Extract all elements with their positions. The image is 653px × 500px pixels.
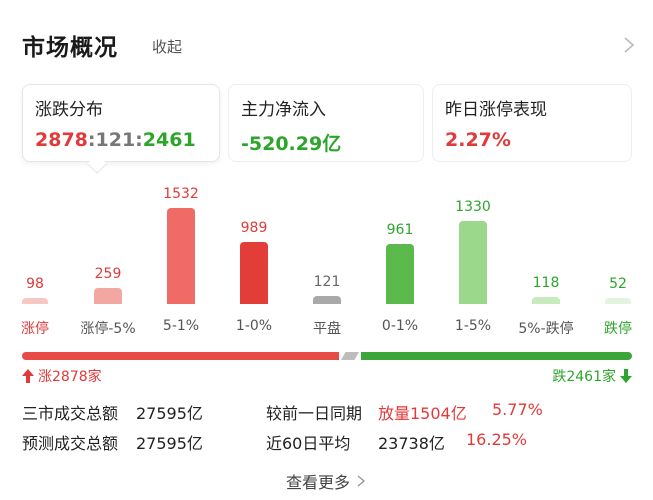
card-advance-decline[interactable]: 涨跌分布 2878:121:2461 [22,84,220,162]
stat-row: 预测成交总额 27595亿 近60日平均 23738亿 16.25% [22,430,642,453]
bar-category-label: 0-1% [381,318,419,334]
bar-category-label: 1-5% [454,318,492,334]
bar-category-label: 跌停 [604,321,632,337]
bar-value-label: 118 [532,275,560,291]
advance-segment [22,352,339,360]
net-inflow-value: -520.29亿 [241,133,342,155]
collapse-button[interactable]: 收起 [152,37,183,56]
view-more-link[interactable]: 查看更多 [286,469,366,493]
arrow-up-icon [22,369,34,383]
bar-value-label: 259 [94,266,122,282]
bar-category-label: 1-0% [235,318,273,334]
card-main-net-inflow[interactable]: 主力净流入 -520.29亿 [228,84,424,162]
card-limit-up-performance[interactable]: 昨日涨停表现 2.27% [432,84,632,162]
advance-decline-bar [22,352,632,360]
compare-pct: 5.77% [492,400,543,419]
stat-row: 三市成交总额 27595亿 较前一日同期 放量1504亿 5.77% [22,400,642,423]
bar-value-label: 1330 [455,199,491,215]
distribution-bar [532,297,560,304]
distribution-bar [167,208,195,304]
bar-value-label: 98 [26,276,44,292]
distribution-chart: 98 涨停 259 涨停-5% 1532 5-1% 989 1-0% 121 平盘 961 0-1% 1… [0,180,653,340]
view-more-label: 查看更多 [286,473,351,492]
card-label: 主力净流入 [241,100,326,120]
compare-label: 较前一日同期 [266,404,363,423]
compare-text: 放量1504亿 [378,404,467,423]
forecast-label: 预测成交总额 [22,434,119,453]
separator: : [87,129,96,151]
bar-category-label: 平盘 [313,321,341,337]
turnover-value: 27595亿 [136,404,203,423]
bar-value-label: 121 [313,274,341,290]
bar-category-label: 涨停-5% [80,321,136,337]
forecast-value: 27595亿 [136,434,203,453]
decline-count-text: 跌2461家 [552,369,616,385]
advance-decline-value: 2878:121:2461 [35,129,207,151]
down-count: 2461 [142,129,196,151]
advance-count-text: 涨2878家 [38,369,102,385]
bar-category-label: 涨停 [21,321,49,337]
advance-count: 涨2878家 [22,366,102,386]
advance-decline-counts: 涨2878家 跌2461家 [22,366,632,386]
distribution-bar [94,288,122,304]
distribution-bar [240,242,268,304]
limit-up-performance-value: 2.27% [445,129,511,151]
separator: : [135,129,143,151]
chevron-right-icon[interactable] [623,36,635,54]
decline-count: 跌2461家 [552,366,632,386]
bar-value-label: 1532 [163,186,199,202]
avg-label: 近60日平均 [266,434,351,453]
distribution-bar [605,298,631,304]
decline-segment [361,352,632,360]
up-count: 2878 [35,129,88,151]
flat-segment [341,352,359,360]
bar-value-label: 52 [609,276,627,292]
distribution-bar [459,221,487,304]
avg-pct: 16.25% [466,430,528,449]
flat-count: 121 [95,129,136,151]
bar-category-label: 5-1% [162,318,200,334]
turnover-label: 三市成交总额 [22,404,119,423]
distribution-bar [386,244,414,304]
bar-value-label: 989 [240,220,268,236]
card-label: 涨跌分布 [35,100,103,120]
card-label: 昨日涨停表现 [445,100,547,120]
avg-value: 23738亿 [378,434,445,453]
chevron-right-icon [357,475,366,487]
bar-value-label: 961 [386,222,414,238]
page-title: 市场概况 [22,35,118,61]
section-header: 市场概况 收起 [22,28,182,62]
arrow-down-icon [620,369,632,383]
distribution-bar [22,298,48,304]
distribution-bar [313,296,341,304]
summary-cards: 涨跌分布 2878:121:2461 主力净流入 -520.29亿 昨日涨停表现… [22,84,632,162]
bar-category-label: 5%-跌停 [518,321,574,337]
